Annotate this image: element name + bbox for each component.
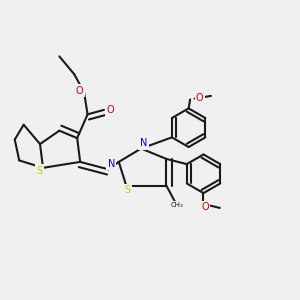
- Text: O: O: [106, 105, 114, 115]
- Text: N: N: [140, 138, 147, 148]
- Text: CH₃: CH₃: [170, 202, 183, 208]
- Text: S: S: [124, 185, 131, 195]
- Text: O: O: [196, 93, 203, 103]
- Text: O: O: [76, 85, 83, 96]
- Text: O: O: [201, 202, 209, 212]
- Text: N: N: [108, 159, 115, 169]
- Text: S: S: [36, 166, 43, 176]
